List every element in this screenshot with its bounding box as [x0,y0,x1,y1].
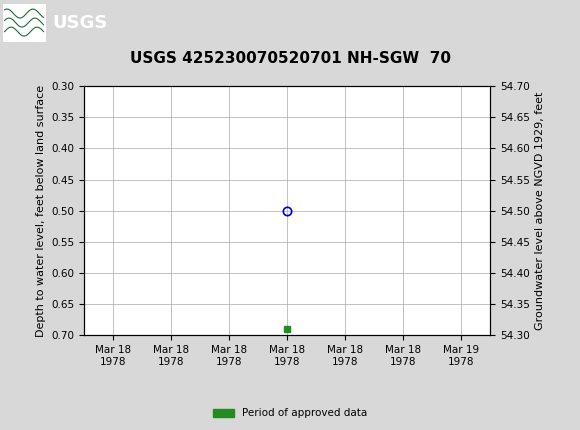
Y-axis label: Depth to water level, feet below land surface: Depth to water level, feet below land su… [36,85,46,337]
Text: USGS 425230070520701 NH-SGW  70: USGS 425230070520701 NH-SGW 70 [129,51,451,65]
Y-axis label: Groundwater level above NGVD 1929, feet: Groundwater level above NGVD 1929, feet [535,92,545,330]
Legend: Period of approved data: Period of approved data [209,404,371,423]
Bar [3,3,46,42]
Text: USGS: USGS [52,14,107,31]
